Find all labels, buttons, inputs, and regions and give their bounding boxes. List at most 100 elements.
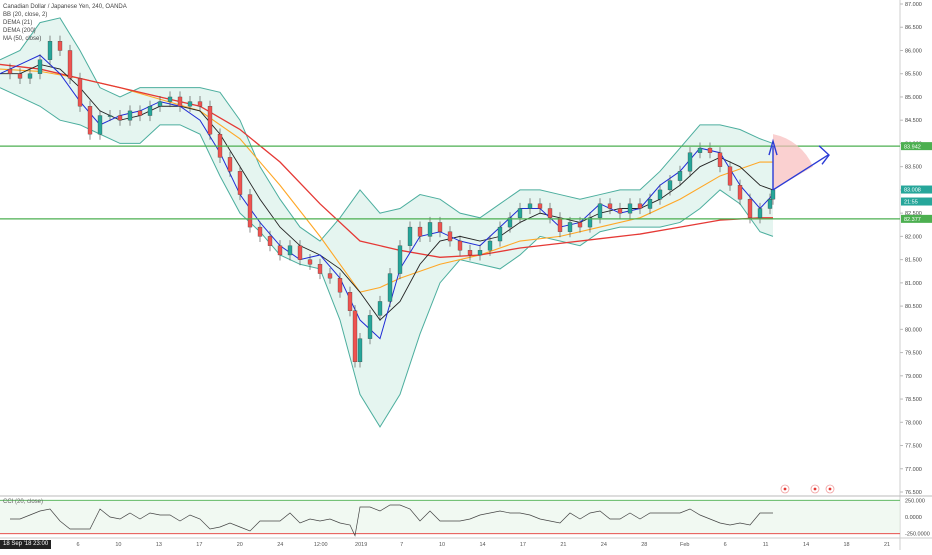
candle-body <box>307 259 313 265</box>
candle-body <box>97 115 103 135</box>
candle-body <box>377 301 383 316</box>
time-tick-label: 12:00 <box>314 542 328 548</box>
candle-body <box>737 185 743 200</box>
price-tick-label: 82.500 <box>905 211 922 217</box>
time-tick-label: 21 <box>884 542 890 548</box>
current-price-tag <box>901 197 932 206</box>
candle-body <box>717 152 723 167</box>
time-tick-label: 21 <box>560 542 566 548</box>
oscillator-tick-label: 0.0000 <box>905 515 922 521</box>
time-tick-label: 6 <box>76 542 79 548</box>
arrow-up-head <box>768 138 778 156</box>
oscillator-band <box>0 500 900 534</box>
candle-body <box>197 101 203 107</box>
price-tick-label: 83.500 <box>905 165 922 171</box>
bollinger-band-fill <box>0 17 773 427</box>
candle-body <box>347 292 353 311</box>
candle-body <box>27 73 33 79</box>
candle-body <box>597 203 603 218</box>
candle-body <box>237 171 243 195</box>
oscillator-tick-label: 250.000 <box>905 498 925 504</box>
time-tick-label: 28 <box>641 542 647 548</box>
time-tick-label: 14 <box>479 542 485 548</box>
candle-body <box>227 157 233 172</box>
time-tick-label: 14 <box>803 542 809 548</box>
oscillator-label: CCI (20, close) <box>3 499 44 505</box>
time-tick-label: 2019 <box>355 542 367 548</box>
candle-body <box>37 59 43 74</box>
candle-body <box>137 110 143 116</box>
candle-body <box>107 115 113 117</box>
candle-body <box>367 315 373 339</box>
candle-body <box>747 199 753 218</box>
level-price-label: 82.377 <box>904 217 921 223</box>
price-tick-label: 81.500 <box>905 258 922 264</box>
candle-body <box>687 152 693 172</box>
candle-body <box>547 208 553 218</box>
candle-body <box>537 203 543 209</box>
current-price-tag <box>901 185 932 194</box>
level-price-tag <box>901 214 932 223</box>
time-tick-label: 20 <box>237 542 243 548</box>
price-tick-label: 85.000 <box>905 95 922 101</box>
candle-body <box>167 96 173 102</box>
candle-body <box>327 273 333 279</box>
candle-body <box>557 217 563 232</box>
candle-body <box>657 189 663 200</box>
time-tick-label: 10 <box>439 542 445 548</box>
current-price-label: 21:55 <box>904 200 918 206</box>
price-tick-label: 86.500 <box>905 25 922 31</box>
candle-body <box>157 101 163 107</box>
candle-body <box>517 208 523 218</box>
time-tick-label: 24 <box>601 542 607 548</box>
level-price-label: 83.942 <box>904 144 921 150</box>
price-tick-label: 82.000 <box>905 234 922 240</box>
candle-body <box>387 273 393 302</box>
price-tick-label: 76.500 <box>905 490 922 496</box>
candle-body <box>577 222 583 228</box>
candle-body <box>247 194 253 228</box>
candle-body <box>417 226 423 237</box>
candle-body <box>767 199 773 209</box>
candle-body <box>287 245 293 256</box>
candle-body <box>297 245 303 260</box>
candle-body <box>647 199 653 209</box>
oscillator-line <box>10 504 773 537</box>
candle-body <box>17 73 23 79</box>
candle-body <box>607 203 613 209</box>
candle-body <box>617 208 623 214</box>
candle-body <box>87 106 93 135</box>
time-tick-label: 11 <box>763 542 769 548</box>
price-tick-label: 80.500 <box>905 304 922 310</box>
candle-body <box>207 106 213 135</box>
candle-body <box>507 217 513 228</box>
legend-dema21: DEMA (21) <box>3 20 33 26</box>
legend-bb: BB (20, close, 2) <box>3 12 48 18</box>
candle-body <box>57 41 63 51</box>
candle-body <box>587 217 593 228</box>
candle-body <box>187 101 193 107</box>
series-line-bb-lower <box>0 87 774 428</box>
candle-body <box>467 250 473 256</box>
candle-body <box>567 222 573 232</box>
time-tick-label: 18 <box>843 542 849 548</box>
candle-body <box>697 147 703 153</box>
price-tick-label: 86.000 <box>905 48 922 54</box>
time-tick-label: 7 <box>400 542 403 548</box>
series-line-bb-upper <box>0 17 774 242</box>
candle-body <box>477 250 483 256</box>
candle-body <box>117 115 123 121</box>
candle-body <box>337 278 343 293</box>
candle-body <box>497 226 503 242</box>
price-tick-label: 78.500 <box>905 397 922 403</box>
time-tick-label: 13 <box>156 542 162 548</box>
candle-body <box>77 78 83 107</box>
candle-body <box>147 106 153 116</box>
candle-body <box>667 180 673 191</box>
candle-body <box>357 338 363 363</box>
legend-symbol: Canadian Dollar / Japanese Yen, 240, OAN… <box>3 4 127 10</box>
candle-body <box>317 264 323 274</box>
price-tick-label: 80.000 <box>905 327 922 333</box>
candle-body <box>267 236 273 246</box>
